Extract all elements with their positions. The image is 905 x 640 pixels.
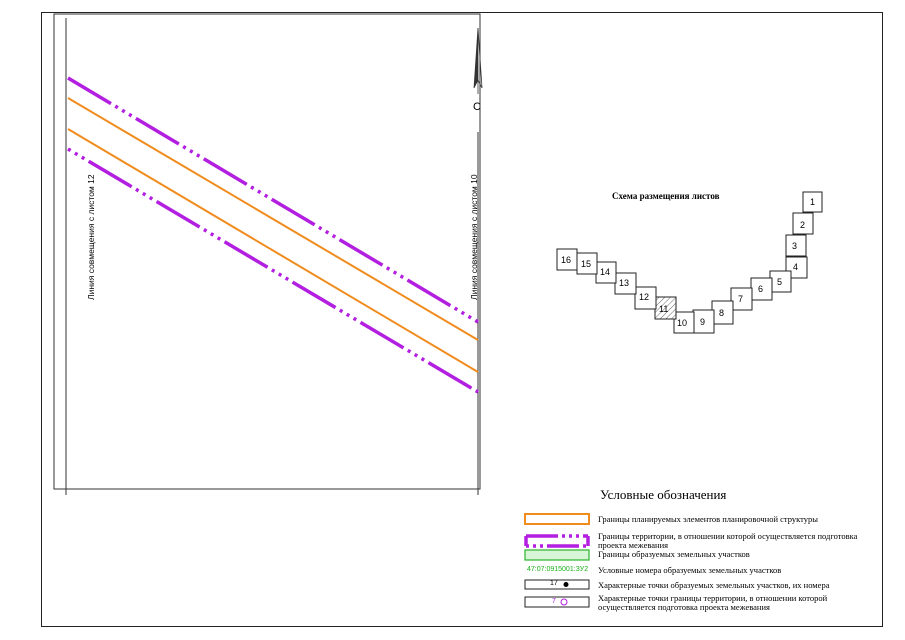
legend-text-territory: Границы территории, в отношении которой … — [598, 531, 858, 550]
schema-sheet-12 — [634, 286, 657, 310]
legend-symbol-point-open — [524, 596, 590, 608]
schema-label-4: 4 — [793, 262, 798, 272]
schema-label-9: 9 — [700, 317, 705, 327]
territory-boundary-line — [67, 76, 479, 324]
schema-sheet-3 — [785, 234, 807, 257]
schema-sheet-1 — [802, 191, 823, 213]
legend-code-sample: 47:07:0915001:ЗУ2 — [527, 566, 589, 573]
territory-boundary-line — [67, 147, 479, 394]
schema-sheet-7 — [730, 287, 753, 311]
schema-label-13: 13 — [619, 278, 629, 288]
north-label: С — [473, 101, 481, 113]
legend-symbol-point-filled — [524, 579, 590, 590]
schema-label-14: 14 — [600, 267, 610, 277]
open-point-icon — [560, 598, 568, 606]
planning-boundary-line — [67, 97, 479, 341]
legend-text-plot-numbers: Условные номера образуемых земельных уча… — [598, 565, 782, 575]
legend-text-territory-points: Характерные точки границы территории, в … — [598, 593, 828, 612]
schema-label-7: 7 — [738, 294, 743, 304]
schema-label-10: 10 — [677, 318, 687, 328]
legend-text-plots: Границы образуемых земельных участков — [598, 549, 750, 559]
sheet-layout-schema — [556, 191, 823, 334]
schema-label-6: 6 — [758, 284, 763, 294]
schema-sheet-2 — [792, 212, 814, 235]
schema-label-15: 15 — [581, 259, 591, 269]
north-arrow-icon — [473, 27, 483, 94]
legend-symbol-purple — [524, 534, 590, 548]
schema-label-5: 5 — [777, 277, 782, 287]
schema-label-3: 3 — [792, 241, 797, 251]
schema-label-1: 1 — [810, 197, 815, 207]
schema-label-11: 11 — [659, 304, 668, 314]
schema-title: Схема размещения листов — [612, 191, 720, 201]
schema-sheet-16 — [556, 248, 578, 271]
left-match-line-label: Линия совмещения с листом 12 — [86, 174, 96, 300]
map-frame — [53, 13, 481, 490]
schema-label-12: 12 — [639, 292, 649, 302]
legend-point-number-open: 7 — [552, 598, 556, 605]
legend-point-number-filled: 17 — [550, 580, 558, 587]
filled-point-icon — [563, 582, 569, 587]
schema-sheet-10 — [673, 311, 695, 334]
legend-text-planning: Границы планируемых элементов планировоч… — [598, 514, 818, 524]
schema-label-2: 2 — [800, 220, 805, 230]
legend-title: Условные обозначения — [600, 487, 727, 502]
legend-symbol-orange — [524, 513, 590, 525]
right-match-line-label: Линия совмещения с листом 10 — [469, 174, 479, 300]
legend-text-plot-points: Характерные точки образуемых земельных у… — [598, 580, 830, 590]
schema-label-16: 16 — [561, 255, 571, 265]
schema-label-8: 8 — [719, 308, 724, 318]
drawing-sheet-frame — [41, 12, 883, 627]
planning-boundary-line — [67, 128, 479, 373]
legend-symbol-green — [524, 549, 590, 561]
